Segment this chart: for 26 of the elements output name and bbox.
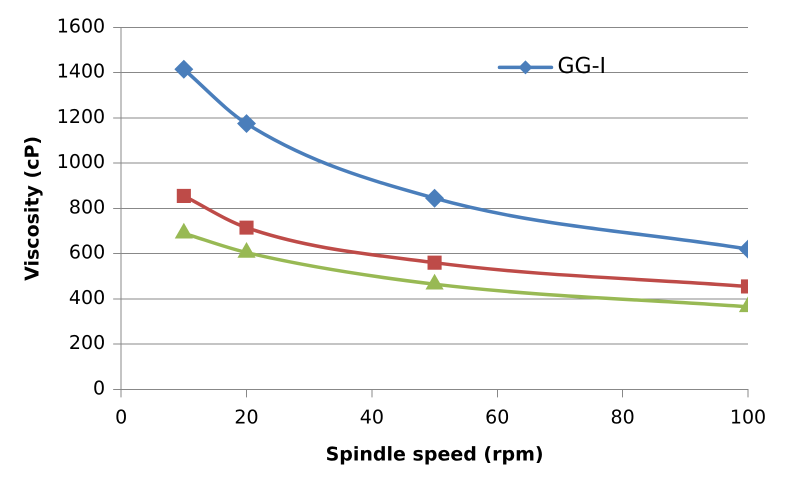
point [176,224,192,239]
point [175,60,193,78]
y-tick-label: 1200 [56,106,106,128]
y-tick-label: 600 [68,242,106,264]
y-tick-label: 0 [93,377,106,400]
y-tick-label: 1000 [56,151,106,174]
point [239,220,254,235]
point [238,244,254,258]
y-tick-label: 800 [68,196,106,218]
x-tick-label: 0 [115,406,128,429]
y-tick-label: 200 [68,332,106,354]
point [176,188,191,204]
legend-label: GG-I [557,54,606,80]
point [426,189,444,207]
x-tick-label: 20 [234,406,259,429]
y-axis-title: Viscosity (cP) [21,136,44,281]
point [238,114,256,132]
point [426,275,442,290]
x-axis-title: Spindle speed (rpm) [326,444,544,466]
x-tick-label: 40 [360,406,384,429]
y-tick-label: 400 [68,286,106,309]
y-tick-label: 1400 [56,60,106,83]
y-tick-label: 1600 [56,15,106,38]
x-tick-label: 60 [485,406,510,429]
x-tick-label: 80 [610,406,635,429]
x-tick-label: 100 [730,406,766,429]
